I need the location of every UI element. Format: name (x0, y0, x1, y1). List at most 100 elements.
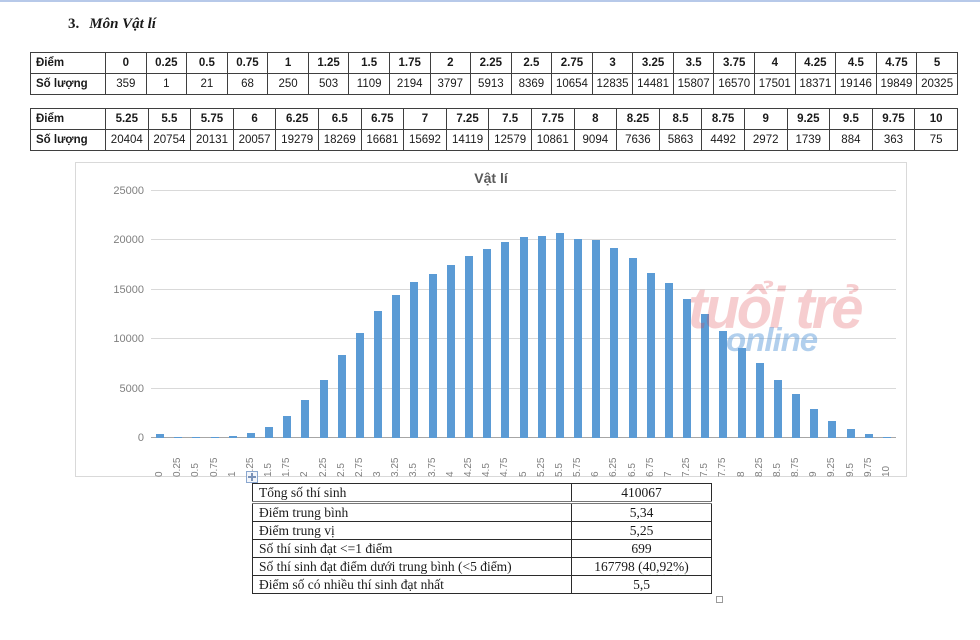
x-axis-tick-label: 6 (590, 471, 602, 477)
x-axis-tick-label: 5.75 (572, 457, 584, 477)
count-cell: 19849 (875, 73, 918, 95)
x-axis-tick-label: 9.25 (826, 457, 838, 477)
histogram-chart: Vật lí 0 5000 10000 15000 20000 25000 0 0.25 0.… (75, 162, 907, 477)
summary-label: Số thí sinh đạt điểm dưới trung bình (<5… (252, 557, 572, 576)
score-cell: 2 (429, 52, 472, 74)
bar (755, 363, 764, 438)
bar-slot (696, 314, 714, 438)
count-cell: 21 (186, 73, 228, 95)
score-cell: 4 (754, 52, 796, 74)
bar-slot (351, 333, 369, 438)
x-axis-tick-label: 8.5 (771, 463, 783, 477)
x-axis-tick-label: 6.5 (626, 463, 638, 477)
count-cell: 250 (267, 73, 309, 95)
count-cell: 10861 (530, 129, 575, 151)
y-axis-tick-label: 10000 (113, 333, 144, 346)
score-cell: 2.5 (510, 52, 553, 74)
count-cell: 19146 (835, 73, 877, 95)
count-cell: 10654 (551, 73, 593, 95)
score-cell: 8.75 (701, 108, 745, 130)
count-cell: 19279 (275, 129, 319, 151)
bar (374, 311, 383, 438)
section-heading: 3. Môn Vật lí (68, 16, 156, 33)
score-cell: 1 (267, 52, 309, 74)
score-cell: 2.25 (470, 52, 512, 74)
score-cell: 3.75 (713, 52, 755, 74)
bar (337, 355, 346, 438)
bar-series (151, 191, 896, 438)
count-cell: 68 (226, 73, 269, 95)
summary-row: Số thí sinh đạt <=1 điểm 699 (252, 539, 712, 558)
score-cell: 1.25 (307, 52, 350, 74)
x-tick-slot: 9.75 (860, 443, 878, 477)
count-cell: 16681 (360, 129, 405, 151)
summary-row: Tổng số thí sinh 410067 (252, 483, 712, 504)
score-cell: 8.25 (616, 108, 660, 130)
count-cell: 8369 (510, 73, 553, 95)
count-cell: 16570 (713, 73, 755, 95)
bar-slot (569, 239, 587, 438)
bar-slot (187, 437, 205, 438)
summary-row: Điểm trung vị 5,25 (252, 521, 712, 540)
score-cell: 9.25 (786, 108, 831, 130)
count-cell: 12579 (488, 129, 532, 151)
bar-slot (224, 436, 242, 438)
count-cell: 363 (871, 129, 916, 151)
bar (646, 273, 655, 438)
bar (319, 380, 328, 438)
x-tick-slot: 9.25 (823, 443, 841, 477)
x-tick-slot: 1.5 (260, 443, 278, 477)
count-cell: 2972 (743, 129, 788, 151)
summary-value: 5,5 (571, 575, 712, 594)
count-cell: 20325 (916, 73, 958, 95)
bar-slot (206, 437, 224, 438)
bar-slot (551, 233, 569, 438)
count-cell: 503 (307, 73, 350, 95)
row-label: Số lượng (30, 73, 106, 95)
bar-slot (296, 400, 314, 438)
bar (246, 433, 255, 438)
chart-title: Vật lí (474, 170, 508, 186)
x-axis-tick-label: 3 (372, 471, 384, 477)
summary-value: 5,25 (571, 521, 712, 540)
x-axis-tick-label: 3.25 (390, 457, 402, 477)
bar-slot (842, 429, 860, 438)
summary-value: 699 (571, 539, 712, 558)
count-cell: 18371 (794, 73, 837, 95)
x-tick-slot: 7.75 (714, 443, 732, 477)
summary-label: Tổng số thí sinh (252, 483, 572, 504)
bar-slot (514, 237, 532, 438)
count-cell: 4492 (701, 129, 745, 151)
bar-slot (387, 295, 405, 438)
bar-slot (315, 380, 333, 438)
heading-number: 3. (68, 16, 80, 32)
x-tick-slot: 7.5 (696, 443, 714, 477)
bar (864, 434, 873, 438)
x-axis-tick-label: 4 (444, 471, 456, 477)
bar-slot (660, 283, 678, 438)
x-axis-tick-label: 0.75 (208, 457, 220, 477)
table-resize-handle-icon[interactable] (716, 596, 723, 603)
x-axis-tick-label: 8 (735, 471, 747, 477)
score-cell: 3.25 (632, 52, 674, 74)
x-tick-slot: 4.75 (496, 443, 514, 477)
x-tick-slot: 9.5 (842, 443, 860, 477)
count-cell: 5913 (470, 73, 512, 95)
x-tick-slot: 7 (660, 443, 678, 477)
summary-value: 5,34 (571, 502, 712, 522)
x-tick-slot: 7.25 (678, 443, 696, 477)
score-cell: 3 (591, 52, 634, 74)
bar (410, 282, 419, 438)
bar (574, 239, 583, 438)
count-cell: 17501 (754, 73, 796, 95)
score-cell: 0 (105, 52, 147, 74)
bar-slot (169, 437, 187, 438)
heading-title: Môn Vật lí (89, 16, 156, 32)
row-label: Số lượng (30, 129, 106, 151)
x-axis-tick-label: 9.5 (844, 463, 856, 477)
count-cell: 9094 (573, 129, 618, 151)
table-move-handle-icon[interactable] (246, 471, 258, 483)
row-label: Điểm (30, 108, 106, 130)
bar-slot (369, 311, 387, 438)
x-tick-slot: 2.5 (333, 443, 351, 477)
